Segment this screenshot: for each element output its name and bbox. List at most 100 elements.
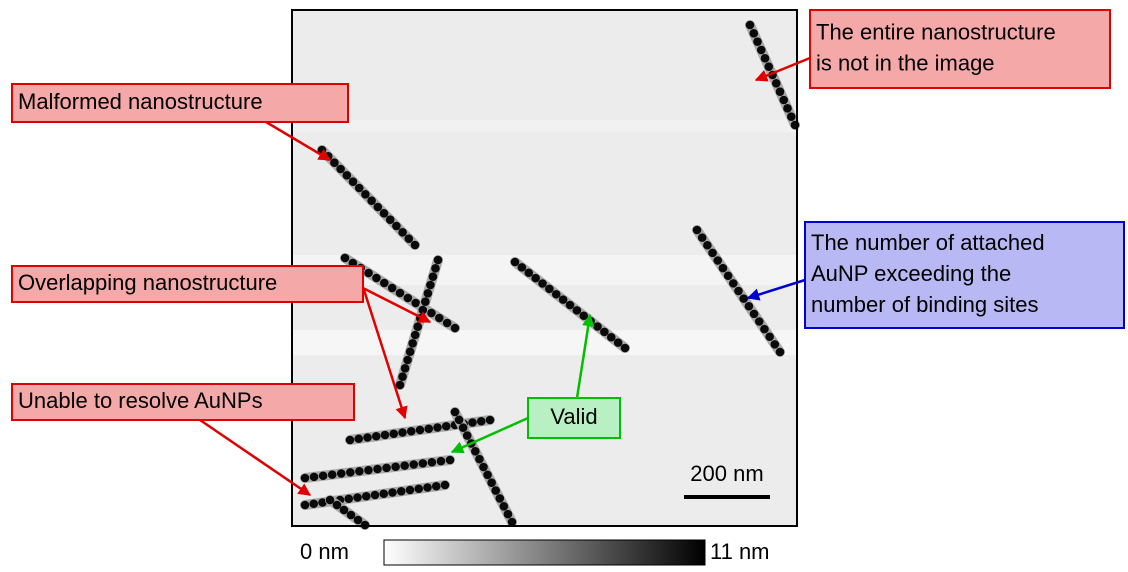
gold-nanoparticle <box>395 288 405 298</box>
gold-nanoparticle <box>431 481 441 491</box>
arrows <box>199 56 811 497</box>
gold-nanoparticle <box>545 284 554 294</box>
gold-nanoparticle <box>332 500 342 510</box>
scale-bar-label: 200 nm <box>690 461 763 486</box>
gold-nanoparticle <box>753 37 762 46</box>
annotation-text: number of binding sites <box>811 292 1038 317</box>
gold-nanoparticle <box>749 309 759 319</box>
gold-nanoparticle <box>373 464 382 474</box>
gold-nanoparticle <box>379 489 389 499</box>
gold-nanoparticle <box>395 380 405 390</box>
gold-nanoparticle <box>346 510 356 520</box>
gold-nanoparticle <box>318 471 328 481</box>
gold-nanoparticle <box>593 322 602 331</box>
gold-nanoparticle <box>392 221 401 231</box>
gold-nanoparticle <box>410 240 420 250</box>
gold-nanoparticle <box>441 421 451 431</box>
gold-nanoparticle <box>495 494 505 503</box>
gold-nanoparticle <box>370 490 380 500</box>
gold-nanoparticle <box>510 257 520 267</box>
annotation-text: The entire nanostructure <box>816 19 1056 44</box>
gold-nanoparticle <box>424 424 434 434</box>
gold-nanoparticle <box>579 311 589 321</box>
gold-nanoparticle <box>318 498 327 507</box>
gold-nanoparticle <box>475 454 484 464</box>
gold-nanoparticle <box>551 289 561 299</box>
colorbar-min-label: 0 nm <box>300 539 349 564</box>
gold-nanoparticle <box>503 509 513 519</box>
gold-nanoparticle <box>398 372 407 381</box>
gold-nanoparticle <box>403 293 413 303</box>
gold-nanoparticle <box>462 431 472 440</box>
gold-nanoparticle <box>405 347 415 356</box>
gold-nanoparticle <box>442 318 452 328</box>
gold-nanoparticle <box>790 120 800 130</box>
gold-nanoparticle <box>413 322 423 331</box>
gold-nanoparticle <box>708 248 717 258</box>
gold-nanoparticle <box>703 240 712 250</box>
gold-nanoparticle <box>389 429 399 439</box>
gold-nanoparticle <box>440 480 450 490</box>
gold-nanoparticle <box>427 308 436 318</box>
gold-nanoparticle <box>325 495 335 505</box>
gold-nanoparticle <box>786 112 796 121</box>
gold-nanoparticle <box>745 20 755 30</box>
gold-nanoparticle <box>405 485 415 495</box>
gold-nanoparticle <box>450 407 460 417</box>
gold-nanoparticle <box>450 323 460 333</box>
gold-nanoparticle <box>565 300 575 310</box>
gold-nanoparticle <box>487 478 496 488</box>
gold-nanoparticle <box>485 415 495 425</box>
gold-nanoparticle <box>336 469 346 478</box>
gold-nanoparticle <box>756 45 766 55</box>
gold-nanoparticle <box>436 456 446 466</box>
gold-nanoparticle <box>445 455 455 465</box>
gold-nanoparticle <box>340 253 350 263</box>
gold-nanoparticle <box>458 423 468 433</box>
gold-nanoparticle <box>367 196 376 205</box>
gold-nanoparticle <box>400 461 409 470</box>
gold-nanoparticle <box>764 62 774 71</box>
arrow <box>746 278 806 301</box>
annotation-text: AuNP exceeding the <box>811 261 1011 286</box>
gold-nanoparticle <box>479 462 488 472</box>
gold-nanoparticle <box>372 273 381 283</box>
gold-nanoparticle <box>433 423 442 432</box>
annotation-box <box>527 397 621 439</box>
annotation-text: The number of attached <box>811 230 1045 255</box>
gold-nanoparticle <box>775 87 785 96</box>
scan-streak <box>292 330 797 355</box>
arrow <box>450 416 529 454</box>
gold-nanoparticle <box>345 435 355 445</box>
gold-nanoparticle <box>354 183 364 193</box>
gold-nanoparticle <box>423 483 432 492</box>
gold-nanoparticle <box>729 279 738 288</box>
gold-nanoparticle <box>385 215 395 224</box>
gold-nanoparticle <box>754 317 764 326</box>
gold-nanoparticle <box>572 306 582 315</box>
gold-nanoparticle <box>309 472 319 482</box>
gold-nanoparticle <box>387 283 397 293</box>
arrow <box>265 120 332 162</box>
gold-nanoparticle <box>354 434 364 444</box>
gold-nanoparticle <box>491 486 501 495</box>
gold-nanoparticle <box>355 466 364 476</box>
gold-nanoparticle <box>371 431 381 441</box>
gold-nanoparticle <box>783 104 792 113</box>
annotation-text: Valid <box>550 404 597 429</box>
gold-nanoparticle <box>379 278 389 288</box>
gold-nanoparticle <box>538 279 547 288</box>
arrow <box>754 56 811 82</box>
gold-nanoparticle <box>779 95 789 105</box>
gold-nanoparticle <box>734 286 743 296</box>
gold-nanoparticle <box>364 465 373 475</box>
annotation-box <box>11 383 355 421</box>
gold-nanoparticle <box>531 273 540 283</box>
gold-nanoparticle <box>348 177 358 186</box>
gold-nanoparticle <box>411 298 421 308</box>
colorbar <box>383 539 706 566</box>
arrow <box>199 418 312 497</box>
gold-nanoparticle <box>373 202 383 212</box>
gold-nanoparticle <box>434 313 444 323</box>
